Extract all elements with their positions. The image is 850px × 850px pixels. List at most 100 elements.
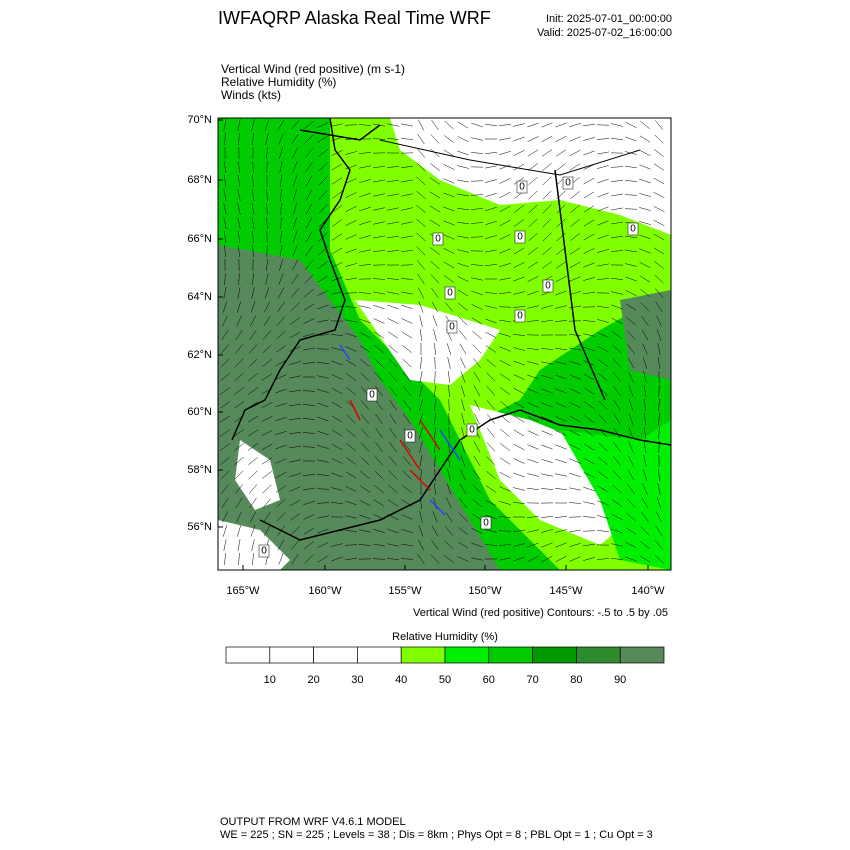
wind-barb (373, 207, 385, 211)
wind-barb (359, 206, 371, 212)
wind-barb (583, 150, 595, 156)
wind-barb (527, 402, 539, 408)
wind-barb (278, 553, 284, 565)
wind-barb (541, 459, 553, 463)
wind-barb (656, 315, 662, 327)
wind-barb (289, 404, 301, 406)
wind-barb (486, 400, 496, 410)
wind-barb (485, 179, 497, 183)
wind-barb (569, 444, 581, 450)
wind-barb (266, 202, 268, 216)
wind-barb (628, 455, 634, 467)
wind-barb (318, 218, 328, 228)
wind-barb (345, 151, 357, 155)
wind-barb (305, 161, 313, 173)
vertical-wind-contour (339, 344, 461, 516)
wind-barb (419, 511, 423, 523)
wind-barb (472, 484, 482, 494)
wind-barb (251, 217, 255, 229)
wind-barb (485, 124, 497, 126)
wind-barb (654, 540, 664, 550)
wind-barb (373, 291, 385, 295)
wind-barb (289, 389, 301, 393)
wind-barb (513, 360, 525, 366)
wind-barb (387, 138, 399, 140)
wind-barb (401, 235, 413, 239)
wind-barb (583, 123, 595, 127)
contour-label: 0 (517, 232, 523, 243)
wind-barb (359, 529, 371, 533)
lat-label: 62°N (187, 349, 212, 361)
wind-barb (527, 556, 539, 562)
wind-barb (555, 320, 567, 322)
wind-barb (513, 472, 525, 478)
wind-barb (457, 165, 469, 169)
wind-barb (345, 206, 357, 212)
lon-label: 160°W (308, 585, 342, 597)
wind-barb (234, 443, 244, 451)
wind-barb (223, 175, 227, 187)
wind-barb (220, 358, 230, 368)
wind-barb (569, 347, 581, 351)
wind-barb (597, 558, 609, 560)
wind-barb (641, 316, 649, 326)
wind-barb (402, 456, 412, 466)
wind-barb (528, 176, 538, 186)
wind-barb (471, 557, 483, 561)
wind-barb (318, 190, 328, 200)
wind-barb (373, 318, 385, 324)
wind-barb (598, 372, 608, 382)
wind-barb (485, 152, 497, 154)
wind-barb (262, 330, 272, 340)
wind-barb (626, 512, 636, 522)
wind-barb (528, 204, 538, 214)
wind-barb (470, 222, 484, 224)
wind-barb (433, 427, 437, 439)
wind-barb (654, 274, 664, 284)
wind-barb (446, 497, 452, 509)
wind-barb (499, 292, 511, 294)
wind-barb (386, 166, 400, 168)
title: IWFAQRP Alaska Real Time WRF (218, 8, 491, 28)
wind-barb (275, 444, 287, 450)
wind-barb (541, 149, 553, 157)
wind-barb (220, 372, 230, 382)
wind-barb (499, 248, 511, 254)
wind-barb (419, 455, 423, 467)
wind-barb (624, 208, 638, 210)
wind-barb (542, 232, 552, 242)
wind-barb (583, 191, 595, 199)
wind-barb (292, 231, 298, 243)
wind-barb (513, 247, 525, 255)
wind-barb (317, 402, 329, 408)
wind-barb (292, 245, 298, 257)
wind-barb (461, 385, 465, 397)
wind-barb (457, 289, 469, 297)
wind-barb (611, 207, 623, 211)
wind-barb (302, 362, 316, 364)
lat-label: 58°N (187, 464, 212, 476)
wind-barb (640, 541, 650, 549)
wind-barb (430, 554, 440, 564)
wind-barb (499, 234, 511, 240)
wind-barb (222, 525, 228, 537)
wind-barb (597, 178, 609, 184)
wind-barb (219, 415, 231, 423)
wind-barb (653, 233, 665, 241)
wind-barb (513, 306, 525, 308)
wind-barb (433, 329, 437, 341)
wind-barb (569, 472, 581, 478)
wind-barb (359, 514, 371, 520)
wind-barb (583, 429, 595, 437)
wind-barb (486, 442, 496, 452)
wind-barb (289, 499, 301, 507)
wind-barb (375, 399, 383, 411)
lon-label: 150°W (468, 585, 502, 597)
wind-barb (569, 529, 581, 533)
wind-barb (612, 484, 622, 494)
wind-barb (513, 347, 525, 351)
wind-barb (611, 235, 623, 239)
valid-time: Valid: 2025-07-02_16:00:00 (537, 27, 672, 39)
wind-barb (457, 121, 469, 129)
colorbar-label: 60 (483, 674, 495, 686)
